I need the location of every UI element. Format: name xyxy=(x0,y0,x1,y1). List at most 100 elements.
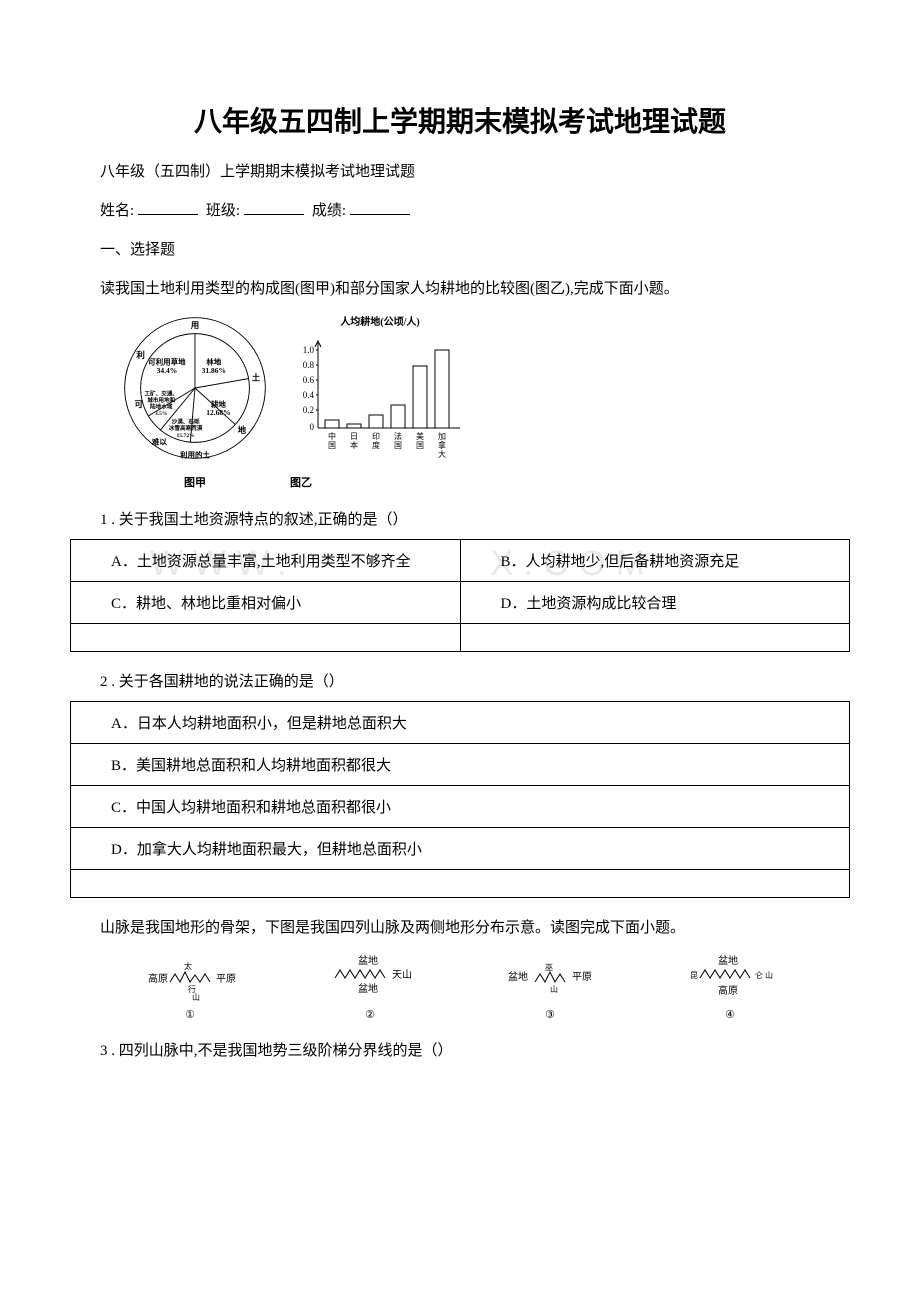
figure-row: 用 土 地 利 可 利用的土 难以 可利用草地 34.4% 林地 31.86% … xyxy=(70,313,850,490)
svg-text:盆地: 盆地 xyxy=(718,954,738,967)
mountain-diagrams: 高原 太 行 山 平原 ① 盆地 天山 盆地 ② 盆地 巫 山 平原 ③ 盆地 … xyxy=(100,952,820,1021)
svg-text:利: 利 xyxy=(135,350,144,360)
svg-text:盆地: 盆地 xyxy=(358,982,378,995)
svg-text:耕地: 耕地 xyxy=(210,399,226,409)
svg-text:国: 国 xyxy=(416,441,424,450)
section-heading: 一、选择题 xyxy=(70,238,850,259)
q2-options-table: A．日本人均耕地面积小，但是耕地总面积大 B．美国耕地总面积和人均耕地面积都很大… xyxy=(70,701,850,898)
pie-figure: 用 土 地 利 可 利用的土 难以 可利用草地 34.4% 林地 31.86% … xyxy=(120,313,270,490)
empty-cell xyxy=(460,624,850,652)
svg-text:0.8: 0.8 xyxy=(303,360,315,370)
svg-text:高原: 高原 xyxy=(148,972,168,985)
svg-text:拿: 拿 xyxy=(438,440,446,450)
svg-text:0: 0 xyxy=(310,422,315,432)
empty-cell xyxy=(71,624,461,652)
svg-text:天山: 天山 xyxy=(392,969,412,981)
svg-text:盆地: 盆地 xyxy=(358,954,378,967)
pie-caption: 图甲 xyxy=(120,474,270,490)
svg-text:可: 可 xyxy=(135,399,144,409)
svg-text:本: 本 xyxy=(350,440,358,450)
q1-option-c: C．耕地、林地比重相对偏小 xyxy=(71,582,461,624)
score-blank xyxy=(350,214,410,215)
q2-option-d: D．加拿大人均耕地面积最大，但耕地总面积小 xyxy=(71,828,850,870)
q2-option-a: A．日本人均耕地面积小，但是耕地总面积大 xyxy=(71,702,850,744)
question-2: 2 . 关于各国耕地的说法正确的是（） xyxy=(70,670,850,691)
svg-text:工矿、交通、: 工矿、交通、 xyxy=(144,390,178,398)
svg-text:昆: 昆 xyxy=(690,971,698,980)
svg-text:高原: 高原 xyxy=(718,984,738,997)
subtitle: 八年级（五四制）上学期期末模拟考试地理试题 xyxy=(70,160,850,181)
svg-text:土: 土 xyxy=(252,373,261,383)
svg-text:1.0: 1.0 xyxy=(303,345,315,355)
svg-text:0.4: 0.4 xyxy=(303,390,315,400)
bar-title: 人均耕地(公顷/人) xyxy=(290,313,470,328)
empty-cell xyxy=(71,870,850,898)
svg-text:美: 美 xyxy=(416,431,424,441)
svg-text:平原: 平原 xyxy=(572,971,592,983)
class-label: 班级: xyxy=(206,203,240,219)
svg-text:陆地水域: 陆地水域 xyxy=(150,403,173,411)
mountain-number-3: ③ xyxy=(490,1008,610,1021)
q1-option-d: D．土地资源构成比较合理 xyxy=(460,582,850,624)
bar-caption: 图乙 xyxy=(290,474,470,490)
svg-text:法: 法 xyxy=(394,431,402,441)
mountain-number-1: ① xyxy=(130,1008,250,1021)
svg-text:3.5%: 3.5% xyxy=(155,411,168,417)
name-blank xyxy=(138,214,198,215)
svg-text:大: 大 xyxy=(438,449,446,459)
svg-text:冰雪高寒荒漠: 冰雪高寒荒漠 xyxy=(169,424,203,432)
svg-text:地: 地 xyxy=(238,425,247,435)
svg-text:34.4%: 34.4% xyxy=(157,366,178,375)
question-1: 1 . 关于我国土地资源特点的叙述,正确的是（） xyxy=(70,508,850,529)
form-line: 姓名: 班级: 成绩: xyxy=(70,199,850,220)
svg-text:沙漠、石砾: 沙漠、石砾 xyxy=(172,418,200,426)
mountain-3: 盆地 巫 山 平原 ③ xyxy=(490,952,610,1021)
svg-text:中: 中 xyxy=(328,431,336,441)
svg-text:盆地: 盆地 xyxy=(508,970,528,983)
intro-paragraph-1: 读我国土地利用类型的构成图(图甲)和部分国家人均耕地的比较图(图乙),完成下面小… xyxy=(70,277,850,301)
mountain-2: 盆地 天山 盆地 ② xyxy=(310,952,430,1021)
svg-text:31.86%: 31.86% xyxy=(202,366,226,375)
q1-option-a: A．土地资源总量丰富,土地利用类型不够齐全 xyxy=(71,540,461,582)
mountain-4: 盆地 昆 仑 山 高原 ④ xyxy=(670,952,790,1021)
q1-options-table: A．土地资源总量丰富,土地利用类型不够齐全 B．人均耕地少,但后备耕地资源充足 … xyxy=(70,539,850,652)
svg-text:难以: 难以 xyxy=(151,436,167,446)
mountain-number-2: ② xyxy=(310,1008,430,1021)
svg-text:0.6: 0.6 xyxy=(303,375,315,385)
svg-text:12.68%: 12.68% xyxy=(206,408,230,417)
q1-option-b: B．人均耕地少,但后备耕地资源充足 xyxy=(460,540,850,582)
svg-text:度: 度 xyxy=(372,440,380,450)
svg-text:巫: 巫 xyxy=(545,963,553,972)
score-label: 成绩: xyxy=(312,203,346,219)
svg-text:15.72%: 15.72% xyxy=(177,433,196,439)
svg-text:平原: 平原 xyxy=(216,973,236,985)
svg-text:可利用草地: 可利用草地 xyxy=(148,357,186,367)
mountain-1: 高原 太 行 山 平原 ① xyxy=(130,952,250,1021)
svg-text:日: 日 xyxy=(350,432,358,441)
bar-figure: 人均耕地(公顷/人) 1.0 0.8 0.6 0.4 0.2 0 xyxy=(290,313,470,463)
name-label: 姓名: xyxy=(100,203,134,219)
svg-text:印: 印 xyxy=(372,432,380,441)
svg-text:加: 加 xyxy=(438,431,446,441)
q2-option-c: C．中国人均耕地面积和耕地总面积都很小 xyxy=(71,786,850,828)
pie-chart-svg: 用 土 地 利 可 利用的土 难以 可利用草地 34.4% 林地 31.86% … xyxy=(120,313,270,463)
svg-text:太: 太 xyxy=(184,961,192,971)
svg-text:山: 山 xyxy=(765,970,773,980)
intro-paragraph-2: 山脉是我国地形的骨架，下图是我国四列山脉及两侧地形分布示意。读图完成下面小题。 xyxy=(70,916,850,940)
svg-text:利用的土: 利用的土 xyxy=(179,449,210,459)
svg-text:山: 山 xyxy=(550,984,558,994)
page-title: 八年级五四制上学期期末模拟考试地理试题 xyxy=(70,100,850,140)
svg-text:国: 国 xyxy=(394,441,402,450)
svg-text:仑: 仑 xyxy=(755,970,763,980)
svg-text:0.2: 0.2 xyxy=(303,405,314,415)
svg-text:林地: 林地 xyxy=(206,357,221,367)
svg-text:国: 国 xyxy=(328,441,336,450)
class-blank xyxy=(244,214,304,215)
svg-text:城市用地和: 城市用地和 xyxy=(147,396,175,404)
svg-text:用: 用 xyxy=(190,320,199,330)
q2-option-b: B．美国耕地总面积和人均耕地面积都很大 xyxy=(71,744,850,786)
mountain-number-4: ④ xyxy=(670,1008,790,1021)
question-3: 3 . 四列山脉中,不是我国地势三级阶梯分界线的是（） xyxy=(70,1039,850,1060)
svg-text:山: 山 xyxy=(192,992,200,1002)
bar-chart-svg: 1.0 0.8 0.6 0.4 0.2 0 中 国 日 本 印 度 法 xyxy=(290,333,470,463)
